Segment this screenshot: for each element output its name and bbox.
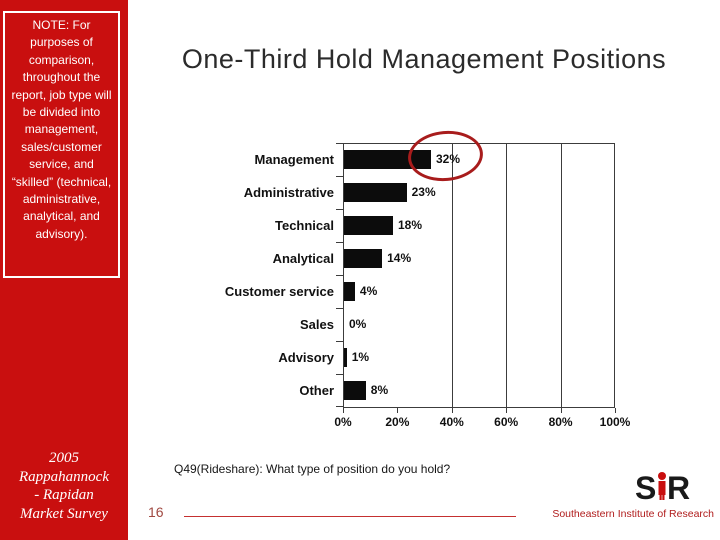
logo-person-icon [658,472,666,500]
gridline-80 [560,143,562,408]
bar-management [344,150,431,169]
bar-advisory [344,348,347,367]
survey-title-line: - Rapidan [34,487,94,503]
survey-title-line: 2005 [49,450,79,466]
x-axis-tick [560,408,562,413]
y-axis-tick [336,341,343,342]
category-label: Sales [300,317,334,332]
x-axis-tick [615,408,616,413]
value-label: 14% [387,251,412,265]
survey-title: 2005 Rappahannock - Rapidan Market Surve… [0,449,128,523]
bar-other [344,381,366,400]
bar-analytical [344,249,383,268]
value-label: 18% [398,218,423,232]
value-label: 8% [370,383,389,397]
value-label: 1% [351,350,370,364]
category-label: Other [299,383,334,398]
sidebar: NOTE: For purposes of comparison, throug… [0,0,128,540]
x-axis-tick [397,408,399,413]
category-label: Analytical [272,251,334,266]
survey-question: Q49(Rideshare): What type of position do… [174,462,451,476]
bar-technical [344,216,393,235]
note-box: NOTE: For purposes of comparison, throug… [3,11,120,278]
y-axis-tick [336,308,343,309]
x-axis-label: 80% [548,415,573,429]
x-axis-tick [506,408,508,413]
footer-organization: Southeastern Institute of Research [552,508,714,520]
x-axis-label: 0% [334,415,352,429]
y-axis-tick [336,242,343,243]
x-axis-label: 100% [599,415,631,429]
page-title: One-Third Hold Management Positions [181,44,667,74]
survey-title-line: Market Survey [20,505,108,522]
category-label: Management [254,152,334,167]
x-axis-label: 20% [385,415,410,429]
plot-area-border [343,143,615,408]
category-label: Customer service [224,284,334,299]
y-axis-tick [336,143,343,144]
value-label: 32% [436,152,461,166]
y-axis-tick [336,374,343,375]
gridline-40 [451,143,453,408]
x-axis-tick [451,408,453,413]
survey-title-line: Rappahannock [19,468,109,485]
y-axis-tick [336,176,343,177]
footer-divider [184,516,516,517]
y-axis-tick [336,209,343,210]
logo-letter-s: S [635,470,656,506]
value-label: 4% [359,284,378,298]
note-text: NOTE: For purposes of comparison, throug… [11,18,112,241]
value-label: 0% [349,317,367,331]
value-label: 23% [411,185,436,199]
x-axis-tick [343,408,344,413]
logo-letter-r: R [667,470,690,506]
x-axis-label: 60% [494,415,519,429]
x-axis-label: 40% [439,415,464,429]
y-axis-tick [336,406,343,407]
category-label: Advisory [278,350,334,365]
y-axis-tick [336,275,343,276]
category-label: Technical [274,218,334,233]
sir-logo: S R [634,468,692,506]
gridline-60 [506,143,508,408]
bar-customer-service [344,282,355,301]
page-number: 16 [148,504,164,520]
category-label: Administrative [243,185,334,200]
bar-administrative [344,183,407,202]
